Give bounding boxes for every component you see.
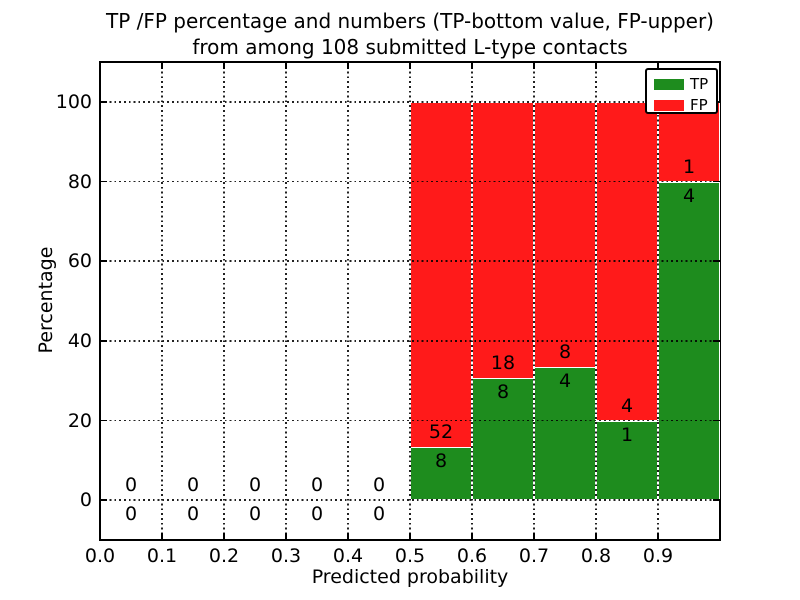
x-tick-mark — [99, 62, 101, 69]
gridline-x — [161, 62, 163, 540]
fp-count-label: 0 — [372, 474, 386, 497]
tp-count-label: 0 — [248, 503, 262, 526]
legend-label-tp: TP — [690, 74, 709, 93]
tp-bar-segment — [658, 181, 720, 501]
fp-bar-segment — [596, 101, 658, 421]
x-tick-label: 0.0 — [84, 545, 116, 567]
x-tick-mark — [347, 62, 349, 69]
tp-count-label: 0 — [124, 503, 138, 526]
fp-bar-segment — [472, 101, 534, 378]
x-tick-mark — [285, 62, 287, 69]
tp-count-label: 0 — [310, 503, 324, 526]
fp-count-label: 18 — [490, 351, 516, 374]
y-tick-mark — [713, 499, 720, 501]
gridline-x — [223, 62, 225, 540]
x-axis-label: Predicted probability — [311, 566, 509, 588]
y-tick-mark — [100, 260, 107, 262]
x-tick-mark — [533, 533, 535, 540]
fp-count-label: 0 — [124, 474, 138, 497]
tp-count-label: 0 — [186, 503, 200, 526]
chart-title-line2: from among 108 submitted L-type contacts — [192, 35, 628, 59]
y-tick-mark — [100, 101, 107, 103]
fp-count-label: 0 — [186, 474, 200, 497]
fp-count-label: 0 — [248, 474, 262, 497]
legend-label-fp: FP — [690, 95, 708, 114]
x-tick-mark — [533, 62, 535, 69]
chart-title: TP /FP percentage and numbers (TP-bottom… — [90, 8, 730, 60]
legend-item-tp: TP — [654, 76, 716, 92]
tp-count-label: 8 — [434, 450, 448, 473]
x-tick-label: 0.7 — [518, 545, 550, 567]
y-tick-label: 0 — [79, 489, 92, 512]
y-tick-mark — [713, 419, 720, 422]
tp-bar-segment — [472, 377, 534, 501]
x-tick-label: 0.1 — [146, 545, 178, 567]
legend: TP FP — [645, 68, 718, 114]
gridline-x — [347, 62, 349, 540]
x-tick-mark — [409, 62, 411, 69]
x-tick-mark — [595, 62, 597, 69]
fp-swatch-icon — [654, 99, 684, 111]
plot-area: 0 0 0 0 0 0 0 0 0 0 52 8 18 8 8 4 4 1 1 4 — [99, 61, 721, 541]
x-tick-mark — [347, 533, 349, 540]
legend-item-fp: FP — [654, 97, 716, 113]
y-tick-mark — [100, 340, 107, 342]
x-tick-label: 0.3 — [270, 545, 302, 567]
x-tick-mark — [99, 533, 101, 540]
fp-count-label: 0 — [310, 474, 324, 497]
x-tick-mark — [471, 62, 473, 69]
fp-count-label: 4 — [620, 394, 634, 417]
y-tick-mark — [100, 180, 107, 183]
chart-title-line1: TP /FP percentage and numbers (TP-bottom… — [106, 9, 714, 33]
y-tick-mark — [100, 499, 107, 501]
gridline-x — [285, 62, 287, 540]
x-tick-label: 0.5 — [394, 545, 426, 567]
x-tick-mark — [223, 62, 225, 69]
tp-count-label: 1 — [620, 423, 634, 446]
fp-count-label: 8 — [558, 341, 572, 364]
y-tick-label: 80 — [67, 170, 92, 193]
fp-count-label: 52 — [428, 421, 454, 444]
y-tick-mark — [713, 180, 720, 183]
fp-bar-segment — [410, 101, 472, 448]
tp-count-label: 4 — [558, 370, 572, 393]
x-tick-mark — [161, 533, 163, 540]
tp-count-label: 0 — [372, 503, 386, 526]
y-tick-mark — [713, 340, 720, 342]
x-tick-label: 0.6 — [456, 545, 488, 567]
y-tick-mark — [100, 419, 107, 422]
x-tick-mark — [285, 533, 287, 540]
x-tick-mark — [595, 533, 597, 540]
fp-bar-segment — [534, 101, 596, 368]
tp-bar-segment — [410, 447, 472, 501]
x-tick-mark — [471, 533, 473, 540]
y-tick-label: 40 — [67, 329, 92, 352]
x-tick-mark — [657, 533, 659, 540]
y-tick-label: 20 — [67, 409, 92, 432]
x-tick-label: 0.8 — [580, 545, 612, 567]
tp-count-label: 4 — [682, 184, 696, 207]
x-tick-mark — [223, 533, 225, 540]
fp-count-label: 1 — [682, 155, 696, 178]
tp-count-label: 8 — [496, 380, 510, 403]
y-axis-label: Percentage — [35, 246, 57, 354]
x-tick-label: 0.9 — [642, 545, 674, 567]
x-tick-label: 0.2 — [208, 545, 240, 567]
y-tick-label: 100 — [55, 90, 92, 113]
y-tick-label: 60 — [67, 250, 92, 273]
x-tick-mark — [409, 533, 411, 540]
x-tick-mark — [161, 62, 163, 69]
tp-swatch-icon — [654, 78, 684, 90]
y-tick-mark — [713, 260, 720, 262]
x-tick-label: 0.4 — [332, 545, 364, 567]
